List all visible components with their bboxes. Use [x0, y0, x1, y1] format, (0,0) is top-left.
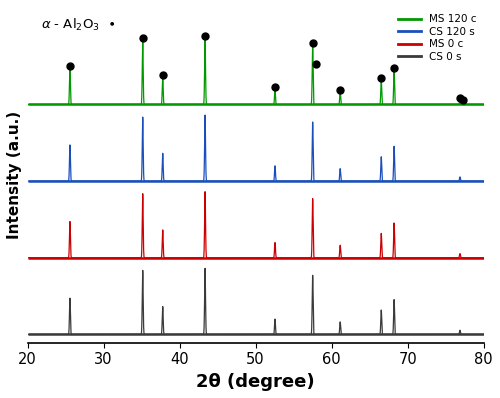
Text: $\alpha$ - Al$_2$O$_3$  $\bullet$: $\alpha$ - Al$_2$O$_3$ $\bullet$ [41, 17, 116, 33]
Legend: MS 120 c, CS 120 s, MS 0 c, CS 0 s: MS 120 c, CS 120 s, MS 0 c, CS 0 s [394, 10, 480, 66]
Y-axis label: Intensity (a.u.): Intensity (a.u.) [7, 111, 22, 239]
X-axis label: 2θ (degree): 2θ (degree) [196, 373, 315, 391]
